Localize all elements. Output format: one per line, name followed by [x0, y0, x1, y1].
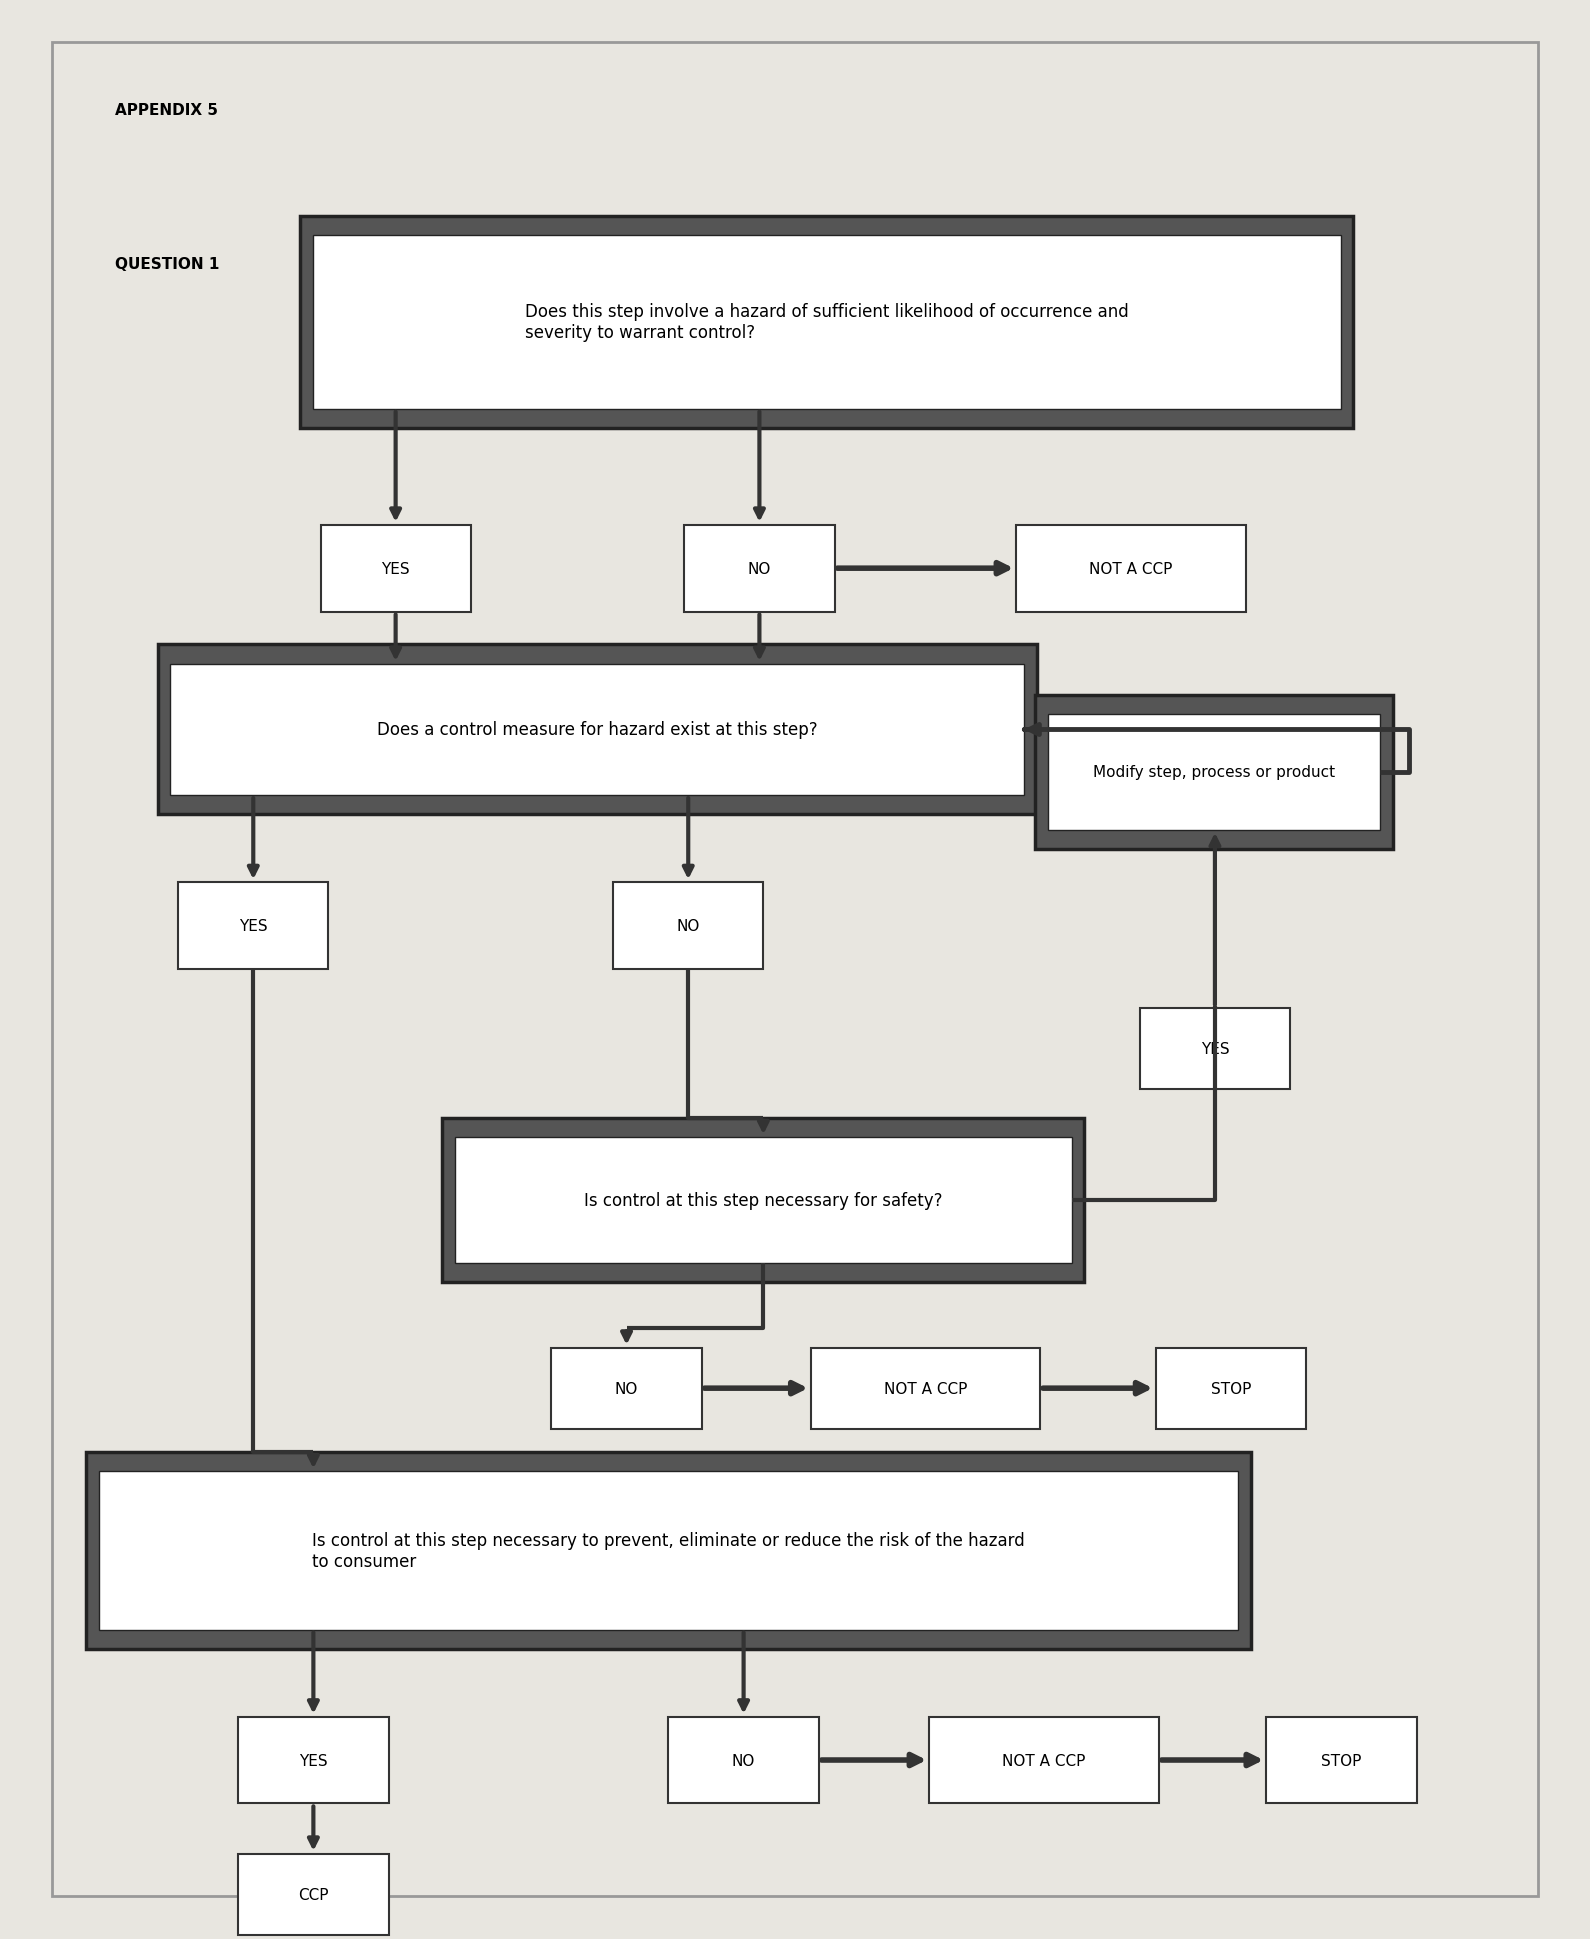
Text: NO: NO	[731, 1753, 755, 1768]
Text: APPENDIX 5: APPENDIX 5	[114, 103, 218, 118]
Text: Does this step involve a hazard of sufficient likelihood of occurrence and
sever: Does this step involve a hazard of suffi…	[525, 302, 1129, 341]
FancyBboxPatch shape	[313, 237, 1340, 409]
FancyBboxPatch shape	[930, 1716, 1159, 1803]
Text: NOT A CCP: NOT A CCP	[1002, 1753, 1086, 1768]
Text: NO: NO	[747, 562, 771, 576]
FancyBboxPatch shape	[178, 882, 329, 970]
Text: YES: YES	[299, 1753, 328, 1768]
Text: CCP: CCP	[299, 1887, 329, 1902]
FancyBboxPatch shape	[668, 1716, 819, 1803]
FancyBboxPatch shape	[99, 1472, 1239, 1631]
FancyBboxPatch shape	[238, 1716, 388, 1803]
FancyBboxPatch shape	[614, 882, 763, 970]
Text: YES: YES	[1200, 1041, 1229, 1057]
FancyBboxPatch shape	[1156, 1348, 1305, 1429]
FancyBboxPatch shape	[455, 1138, 1072, 1262]
Text: NOT A CCP: NOT A CCP	[884, 1381, 967, 1396]
Text: Is control at this step necessary for safety?: Is control at this step necessary for sa…	[584, 1191, 943, 1210]
FancyBboxPatch shape	[301, 217, 1353, 429]
FancyBboxPatch shape	[1266, 1716, 1417, 1803]
Text: YES: YES	[238, 919, 267, 933]
FancyBboxPatch shape	[552, 1348, 701, 1429]
Text: Is control at this step necessary to prevent, eliminate or reduce the risk of th: Is control at this step necessary to pre…	[312, 1532, 1026, 1571]
Text: NO: NO	[677, 919, 700, 933]
FancyBboxPatch shape	[157, 646, 1037, 814]
FancyBboxPatch shape	[170, 665, 1024, 795]
Text: STOP: STOP	[1210, 1381, 1251, 1396]
Text: NOT A CCP: NOT A CCP	[1089, 562, 1173, 576]
Text: NO: NO	[615, 1381, 638, 1396]
FancyBboxPatch shape	[238, 1854, 388, 1935]
FancyBboxPatch shape	[1035, 696, 1393, 849]
Text: QUESTION 1: QUESTION 1	[114, 258, 219, 271]
Text: Modify step, process or product: Modify step, process or product	[1092, 766, 1336, 779]
Text: Does a control measure for hazard exist at this step?: Does a control measure for hazard exist …	[377, 721, 817, 739]
FancyBboxPatch shape	[1048, 715, 1380, 830]
FancyBboxPatch shape	[1140, 1008, 1289, 1090]
FancyBboxPatch shape	[684, 525, 835, 613]
Text: STOP: STOP	[1321, 1753, 1361, 1768]
FancyBboxPatch shape	[321, 525, 471, 613]
FancyBboxPatch shape	[1016, 525, 1247, 613]
FancyBboxPatch shape	[442, 1119, 1084, 1282]
FancyBboxPatch shape	[86, 1452, 1250, 1648]
Text: YES: YES	[382, 562, 410, 576]
FancyBboxPatch shape	[811, 1348, 1040, 1429]
